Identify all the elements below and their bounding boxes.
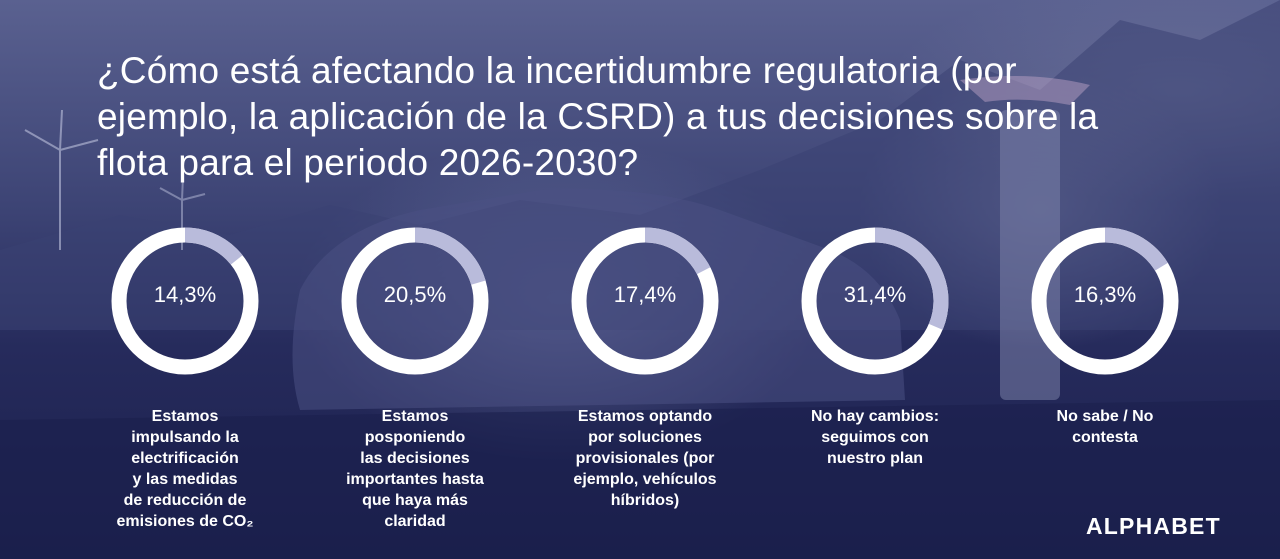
donut-item-5: 16,3% No sabe / No contesta bbox=[990, 226, 1220, 546]
donut-label-5: No sabe / No contesta bbox=[1056, 408, 1154, 446]
donut-label-2: Estamos posponiendo las decisiones impor… bbox=[346, 408, 484, 530]
donut-arc-2 bbox=[341, 227, 489, 375]
donut-value-1: 14,3% bbox=[153, 282, 217, 307]
donut-item-4: 31,4% No hay cambios: seguimos con nuest… bbox=[760, 226, 990, 546]
donut-value-3: 17,4% bbox=[613, 282, 677, 307]
charging-canopy bbox=[960, 76, 1090, 105]
donut-ring-4 bbox=[800, 226, 950, 376]
donut-ring-1 bbox=[110, 226, 260, 376]
donut-arc-4 bbox=[801, 227, 949, 375]
donut-ring-5 bbox=[1030, 226, 1180, 376]
alphabet-logo: ALPHABET bbox=[1086, 513, 1221, 539]
donut-value-4: 31,4% bbox=[843, 282, 907, 307]
donut-arc-3 bbox=[571, 227, 719, 375]
donut-item-2: 20,5% Estamos posponiendo las decisiones… bbox=[300, 226, 530, 546]
donut-label-4: No hay cambios: seguimos con nuestro pla… bbox=[810, 408, 940, 467]
donut-ring-2 bbox=[340, 226, 490, 376]
donut-item-3: 17,4% Estamos optando por soluciones pro… bbox=[530, 226, 760, 546]
mountains bbox=[0, 0, 1280, 330]
page-title: ¿Cómo está afectando la incertidumbre re… bbox=[97, 50, 1099, 183]
donut-value-2: 20,5% bbox=[383, 282, 447, 307]
donut-arc-1 bbox=[111, 227, 259, 375]
road bbox=[0, 400, 1280, 559]
donut-label-3: Estamos optando por soluciones provision… bbox=[573, 408, 717, 509]
donut-ring-3 bbox=[570, 226, 720, 376]
donut-arc-5 bbox=[1031, 227, 1179, 375]
wind-turbine-icon bbox=[24, 109, 99, 250]
donut-label-1: Estamos impulsando la electrificación y … bbox=[116, 408, 254, 530]
donut-item-1: 14,3% Estamos impulsando la electrificac… bbox=[70, 226, 300, 546]
donut-value-5: 16,3% bbox=[1073, 282, 1137, 307]
